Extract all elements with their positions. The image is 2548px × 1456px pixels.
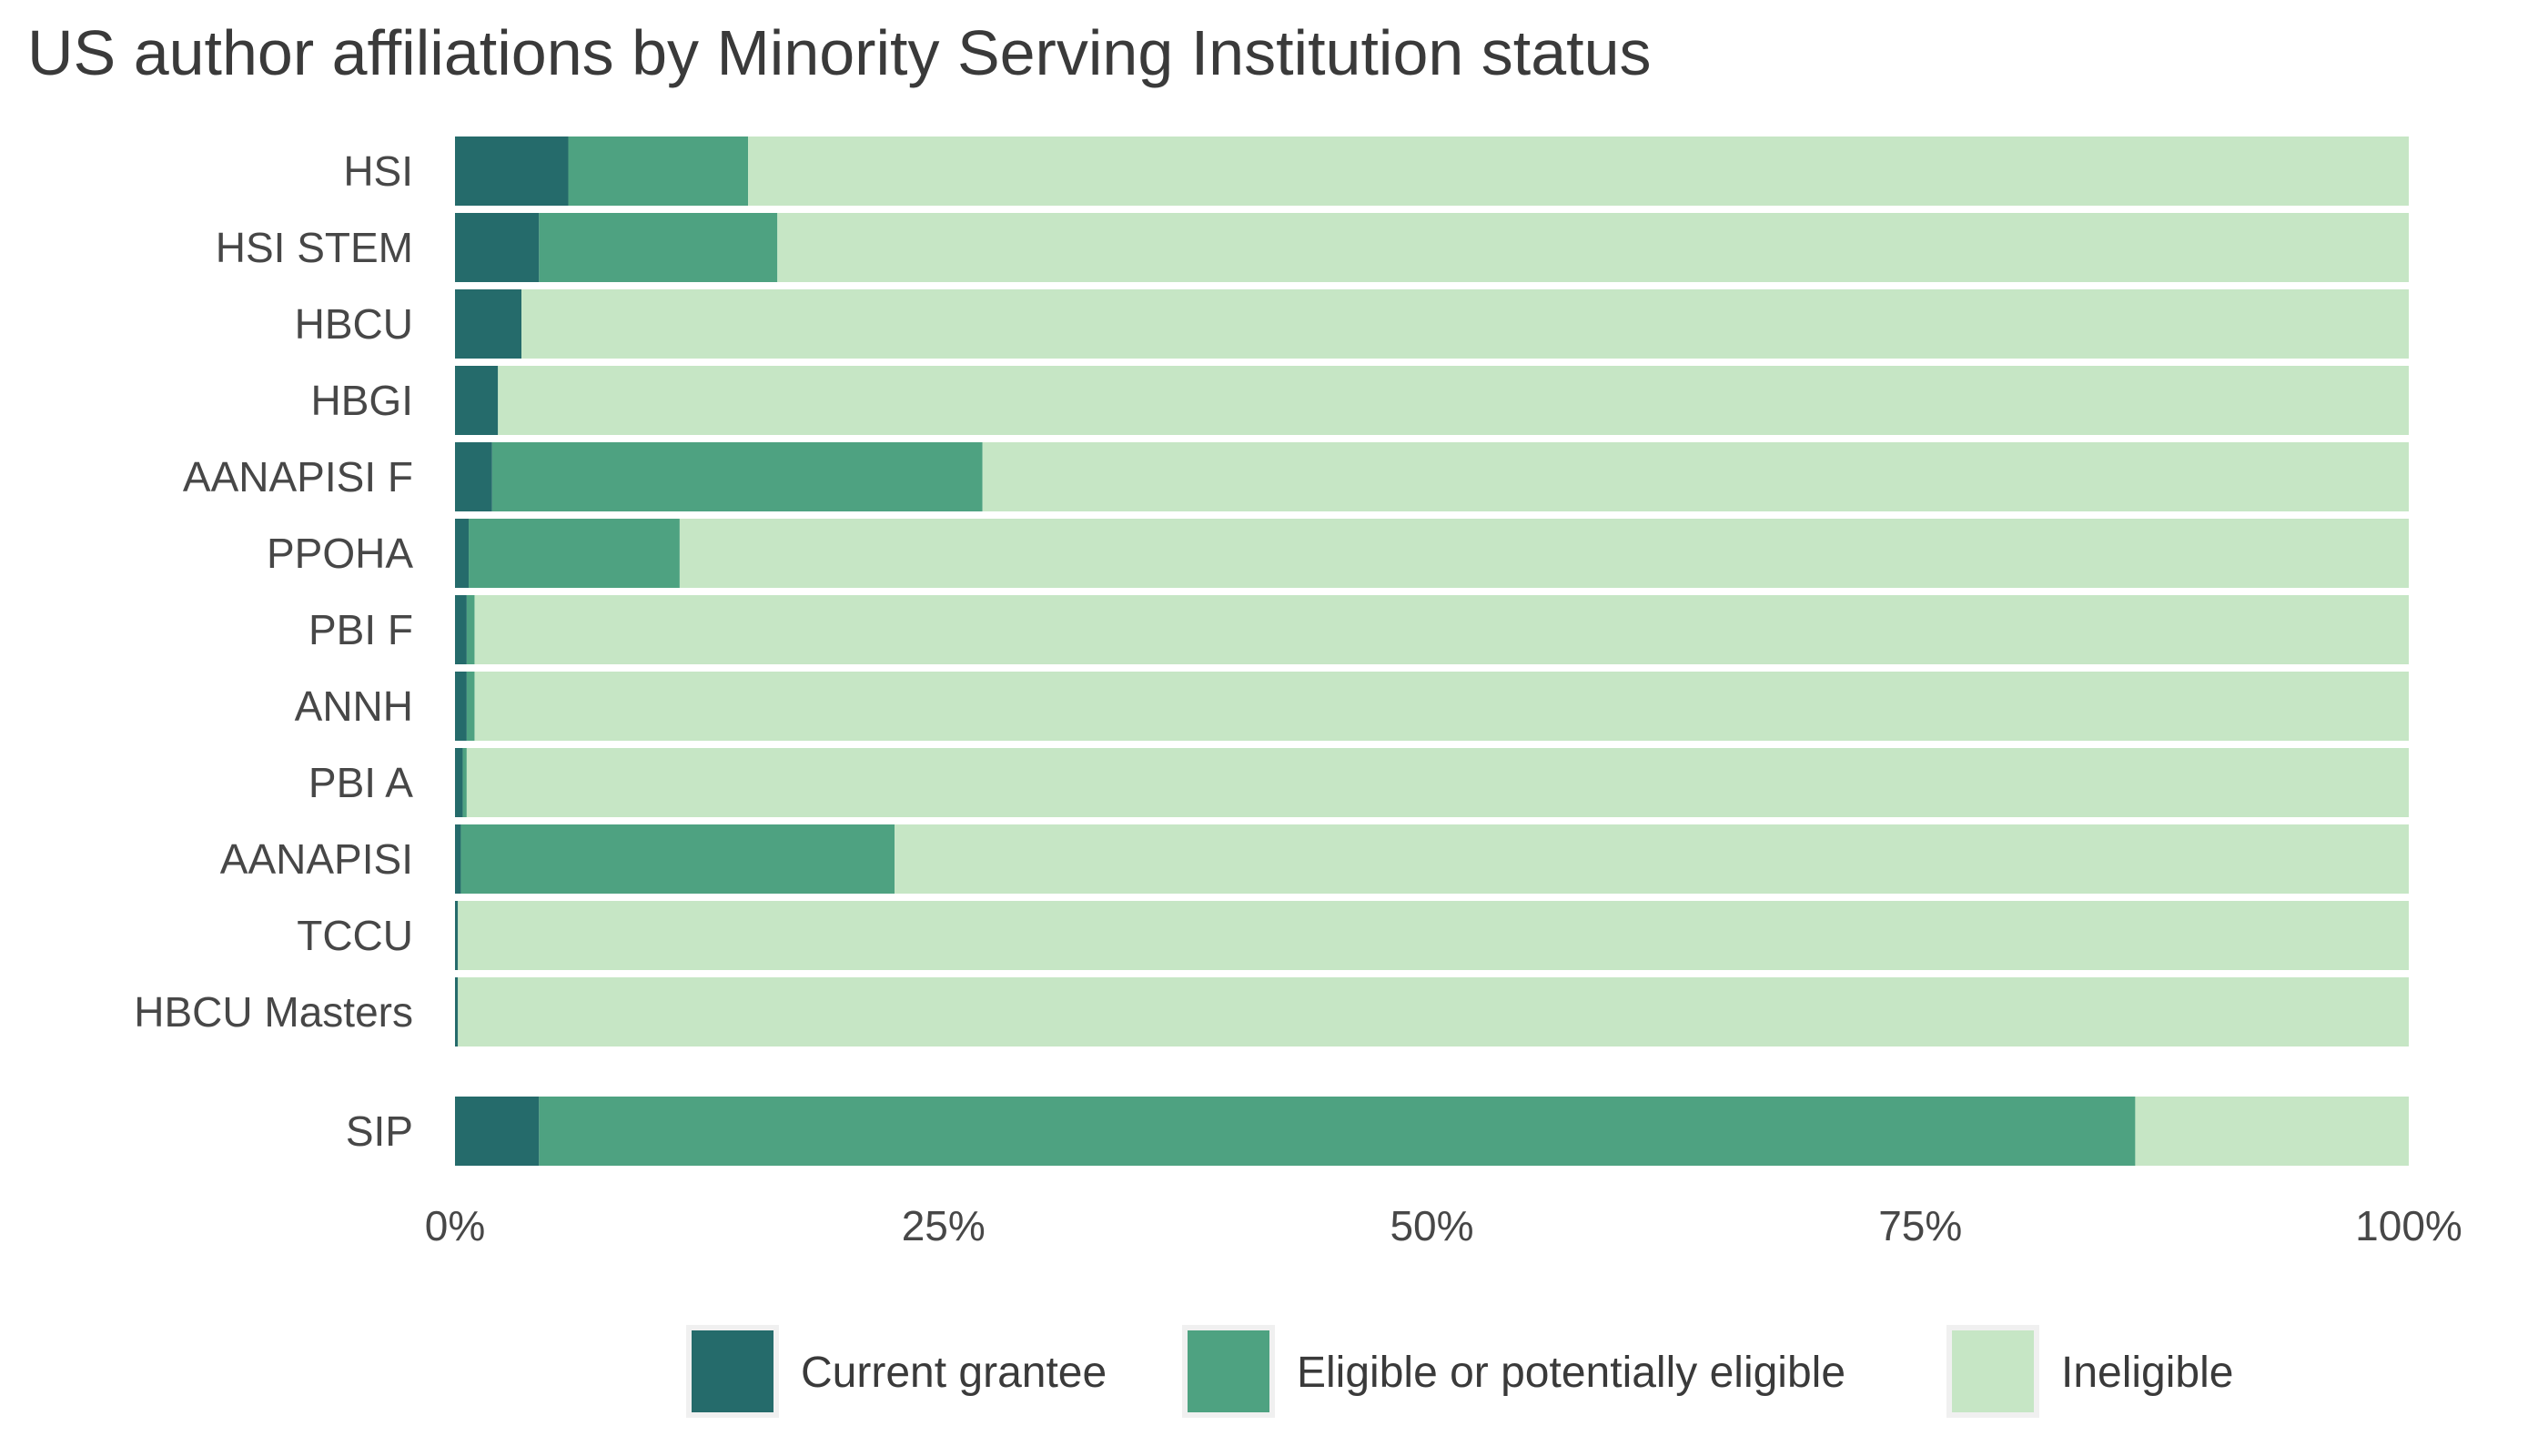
bar-ppoha-current-grantee [455, 519, 470, 588]
category-label-hbcu: HBCU [295, 300, 413, 348]
category-label-sip: SIP [346, 1107, 413, 1155]
legend: Current grantee Eligible or potentially e… [686, 1325, 2233, 1418]
bar-hbcu-masters-current-grantee [455, 977, 459, 1046]
legend-key-ineligible [1952, 1330, 2034, 1412]
bar-pbi-a-current-grantee [455, 748, 463, 817]
category-label-hbgi: HBGI [311, 377, 413, 424]
bar-ppoha-ineligible [679, 519, 2409, 588]
x-tick-label-25: 25% [902, 1202, 986, 1249]
bar-hbgi-ineligible [498, 366, 2410, 435]
x-tick-label-50: 50% [1390, 1202, 1473, 1249]
legend-key-eligible-or-potentially-eligible [1188, 1330, 1269, 1412]
bar-hsi-stem-current-grantee [455, 213, 540, 282]
bar-aanapisi-ineligible [895, 824, 2410, 894]
bar-pbi-a-eligible-or-potentially-eligible [462, 748, 467, 817]
category-label-pbi-a: PBI A [308, 759, 413, 806]
legend-label-current-grantee: Current grantee [801, 1349, 1107, 1397]
legend-item-current-grantee: Current grantee [686, 1325, 1107, 1418]
bar-hbgi-current-grantee [455, 366, 499, 435]
legend-label-eligible-or-potentially-eligible: Eligible or potentially eligible [1297, 1349, 1845, 1397]
bar-hsi-current-grantee [455, 136, 569, 206]
category-label-aanapisi-f: AANAPISI F [183, 453, 413, 500]
bar-annh-ineligible [474, 672, 2409, 741]
bar-hbcu-ineligible [521, 289, 2409, 359]
bar-aanapisi-f-eligible-or-potentially-eligible [491, 442, 983, 511]
bar-hsi-eligible-or-potentially-eligible [568, 136, 749, 206]
bar-annh-eligible-or-potentially-eligible [466, 672, 475, 741]
bar-aanapisi-eligible-or-potentially-eligible [460, 824, 895, 894]
bar-sip-ineligible [2135, 1097, 2409, 1166]
legend-item-ineligible: Ineligible [1946, 1325, 2233, 1418]
bar-sip-current-grantee [455, 1097, 540, 1166]
bar-ppoha-eligible-or-potentially-eligible [469, 519, 680, 588]
category-label-hsi: HSI [343, 147, 413, 195]
category-label-hsi-stem: HSI STEM [216, 224, 413, 271]
bar-pbi-f-current-grantee [455, 595, 467, 664]
bar-tccu-current-grantee [455, 901, 459, 970]
x-tick-label-75: 75% [1878, 1202, 1962, 1249]
bar-pbi-f-ineligible [474, 595, 2409, 664]
category-label-pbi-f: PBI F [308, 606, 413, 653]
x-tick-label-100: 100% [2355, 1202, 2462, 1249]
bar-pbi-f-eligible-or-potentially-eligible [466, 595, 475, 664]
bar-pbi-a-ineligible [466, 748, 2409, 817]
legend-item-eligible-or-potentially-eligible: Eligible or potentially eligible [1182, 1325, 1845, 1418]
bar-aanapisi-current-grantee [455, 824, 461, 894]
category-label-aanapisi: AANAPISI [220, 835, 413, 883]
x-tick-label-0: 0% [425, 1202, 485, 1249]
bars-layer [455, 136, 2410, 1166]
x-axis-ticks: 0% 25% 50% 75% 100% [425, 1202, 2462, 1249]
category-label-ppoha: PPOHA [267, 530, 413, 577]
category-label-hbcu-masters: HBCU Masters [134, 988, 413, 1036]
bar-aanapisi-f-current-grantee [455, 442, 492, 511]
bar-hsi-ineligible [748, 136, 2409, 206]
bar-hbcu-masters-ineligible [458, 977, 2410, 1046]
legend-label-ineligible: Ineligible [2061, 1349, 2233, 1397]
bar-sip-eligible-or-potentially-eligible [539, 1097, 2136, 1166]
bar-hbcu-current-grantee [455, 289, 521, 359]
bar-annh-current-grantee [455, 672, 467, 741]
category-labels: HSI HSI STEM HBCU HBGI AANAPISI F PPOHA PBI F A… [134, 147, 413, 1155]
category-label-tccu: TCCU [297, 912, 413, 959]
chart-title: US author affiliations by Minority Servi… [27, 17, 1652, 88]
bar-hsi-stem-ineligible [777, 213, 2409, 282]
bar-tccu-ineligible [458, 901, 2410, 970]
legend-key-current-grantee [692, 1330, 774, 1412]
category-label-annh: ANNH [295, 682, 413, 730]
bar-aanapisi-f-ineligible [982, 442, 2409, 511]
bar-hsi-stem-eligible-or-potentially-eligible [539, 213, 778, 282]
